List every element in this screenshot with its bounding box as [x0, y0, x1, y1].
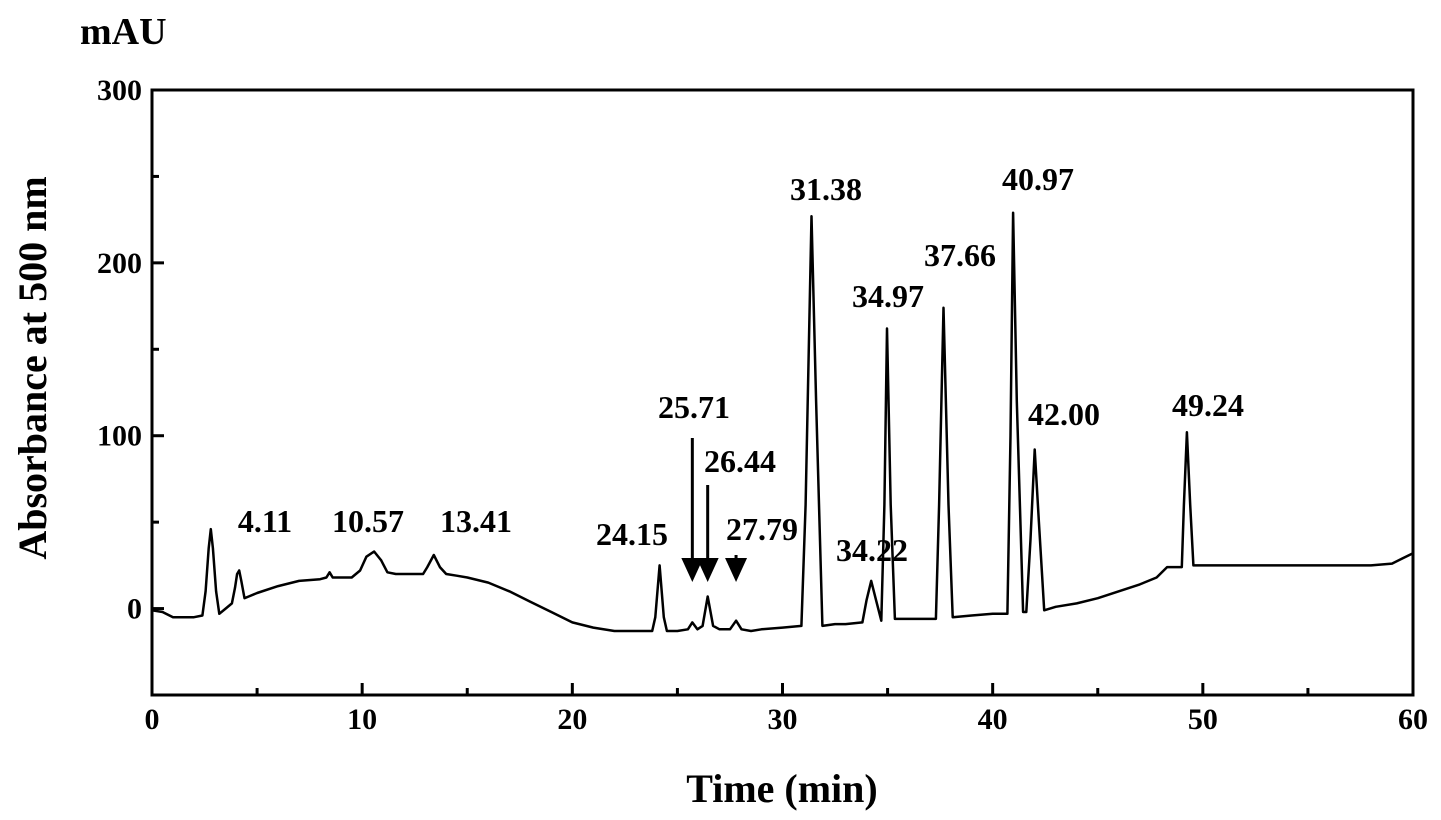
peak-label: 42.00	[1028, 396, 1100, 432]
peak-label: 25.71	[658, 389, 730, 425]
x-tick-label: 50	[1188, 703, 1218, 736]
peak-label: 34.22	[836, 532, 908, 568]
y-axis: 0 100 200 300	[97, 74, 164, 697]
peak-label: 10.57	[332, 503, 404, 539]
peak-label: 26.44	[704, 443, 776, 479]
y-tick-label: 200	[97, 247, 142, 280]
x-axis: 0 10 20 30 40 50 60	[145, 683, 1428, 736]
x-tick-label: 0	[145, 703, 160, 736]
peak-label: 37.66	[924, 237, 996, 273]
x-tick-label: 40	[978, 703, 1008, 736]
peak-label: 34.97	[852, 278, 924, 314]
peak-arrow	[681, 438, 704, 582]
y-tick-label: 300	[97, 74, 142, 107]
peak-label: 49.24	[1172, 387, 1244, 423]
x-tick-label: 60	[1398, 703, 1428, 736]
peak-arrow	[696, 485, 719, 582]
peak-label: 24.15	[596, 516, 668, 552]
unit-label: mAU	[80, 11, 167, 53]
peak-label: 40.97	[1002, 161, 1074, 197]
peak-label: 31.38	[790, 171, 862, 207]
x-tick-label: 10	[347, 703, 377, 736]
x-axis-title: Time (min)	[686, 766, 877, 811]
chromatogram-trace	[151, 211, 1414, 633]
peak-label: 4.11	[238, 503, 292, 539]
x-tick-label: 20	[557, 703, 587, 736]
y-axis-title: Absorbance at 500 nm	[10, 176, 55, 559]
peak-labels: 4.11 10.57 13.41 24.15 25.71 26.44 27.79 31.38 3…	[238, 161, 1244, 582]
y-tick-label: 0	[127, 593, 142, 626]
peak-label: 13.41	[440, 503, 512, 539]
peak-arrow	[725, 555, 748, 582]
x-tick-label: 30	[768, 703, 798, 736]
y-tick-label: 100	[97, 420, 142, 453]
peak-label: 27.79	[726, 511, 798, 547]
